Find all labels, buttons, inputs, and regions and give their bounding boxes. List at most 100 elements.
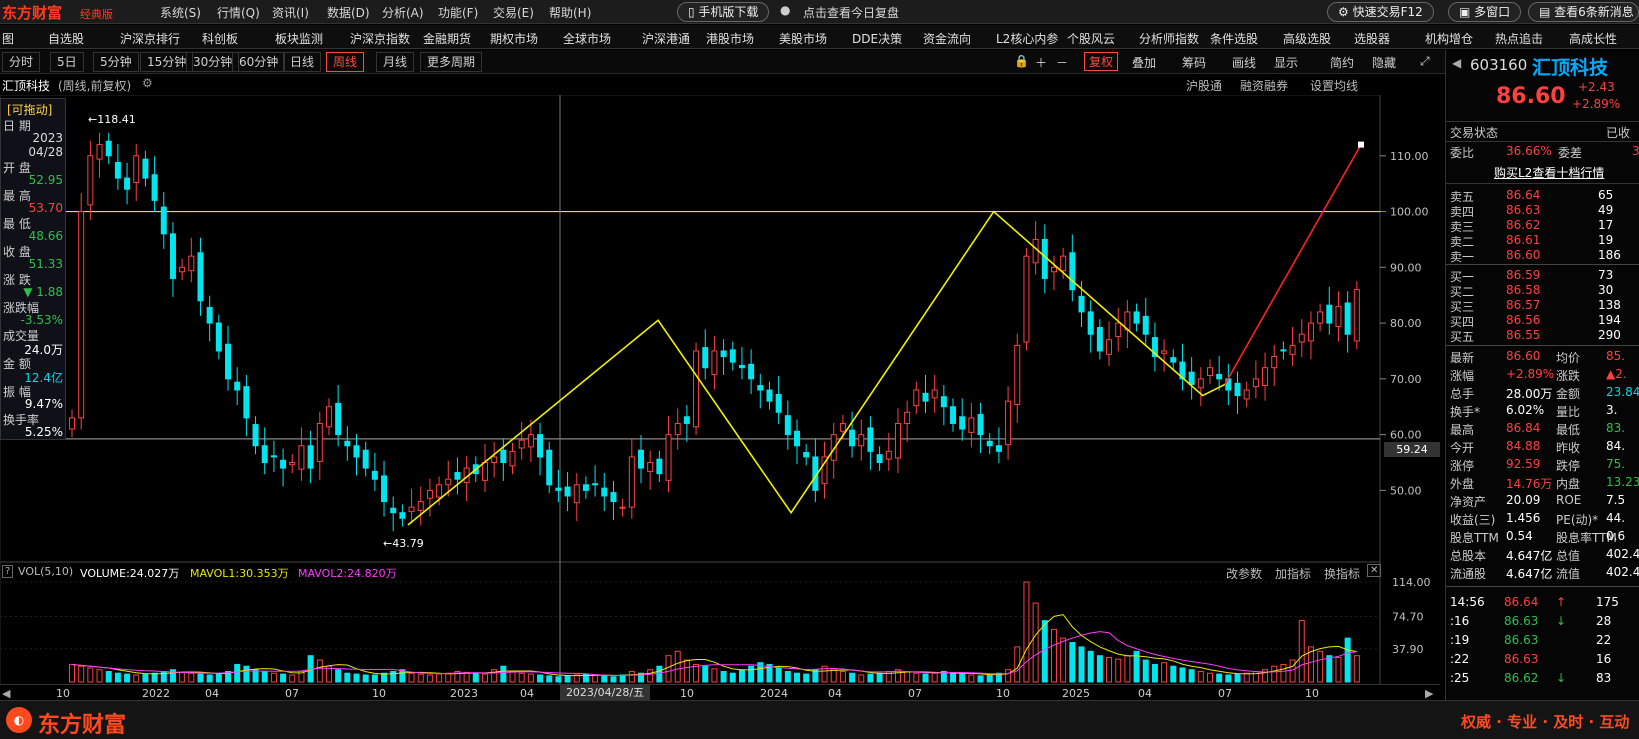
nav-item-8[interactable]: 全球市场 [563,32,612,46]
period-tab-5[interactable]: 60分钟 [232,52,286,72]
nav-item-1[interactable]: 自选股 [48,32,85,46]
bids-vol-4: 290 [1598,328,1621,342]
help-icon[interactable]: ? [2,565,14,578]
asks-price-4[interactable]: 86.60 [1506,248,1541,262]
today-review-link[interactable]: 点击查看今日复盘 [803,6,900,20]
prev-stock-icon[interactable]: ◀ [1452,56,1462,70]
switch-indicator-link[interactable]: 换指标 [1324,567,1361,581]
bids-price-0[interactable]: 86.59 [1506,268,1541,282]
zoom-in-icon[interactable]: ＋ [1035,56,1048,70]
nav-item-2[interactable]: 沪深京排行 [120,32,181,46]
time-axis[interactable]: ◀ ▶ 10 2022 04 07 10 2023 04 10 2024 04 07 10 2025 04… [0,684,1440,700]
menu-item-3[interactable]: 数据(D) [327,6,370,20]
data-value-9: 5.25% [24,425,63,439]
nav-item-7[interactable]: 期权市场 [490,32,539,46]
nav-item-10[interactable]: 港股市场 [706,32,755,46]
zoom-out-icon[interactable]: － [1056,56,1069,70]
menu-item-4[interactable]: 分析(A) [382,6,424,20]
scroll-right-icon[interactable]: ▶ [1425,687,1434,700]
menu-item-5[interactable]: 功能(F) [438,6,479,20]
data-label-8: 振 幅 [3,385,31,399]
tool-2[interactable]: 筹码 [1182,56,1207,70]
period-tab-1[interactable]: 5日 [50,52,84,72]
margin-link[interactable]: 融资融券 [1240,79,1289,93]
asks-price-0[interactable]: 86.64 [1506,188,1541,202]
add-indicator-link[interactable]: 加指标 [1275,567,1312,581]
volume-bar [179,671,186,683]
period-tab-4[interactable]: 30分钟 [186,52,240,72]
asks-price-2[interactable]: 86.62 [1506,218,1541,232]
nav-item-18[interactable]: 高级选股 [1283,32,1332,46]
volume-bar [1060,637,1067,683]
stat-l1-1: 涨幅 [1450,369,1475,383]
candle-body [573,484,580,504]
scroll-left-icon[interactable]: ◀ [2,687,11,700]
candle-body [647,462,654,472]
bar-data-panel[interactable]: [可拖动] 日 期 2023 04/28 开 盘 52.95 最 高 53.70 最 低… [0,98,66,440]
bids-price-3[interactable]: 86.56 [1506,313,1541,327]
kline-chart[interactable]: 50.00 60.00 70.00 80.00 90.00 100.00 110.00 37.… [0,95,1445,685]
nav-item-22[interactable]: 高成长性 [1569,32,1618,46]
nav-item-12[interactable]: DDE决策 [852,32,903,46]
nav-item-5[interactable]: 沪深京指数 [350,32,411,46]
hk-connect-link[interactable]: 沪股通 [1186,79,1223,93]
fullscreen-icon[interactable]: ⤢ [1420,54,1430,68]
nav-item-19[interactable]: 选股器 [1354,32,1391,46]
nav-item-11[interactable]: 美股市场 [779,32,828,46]
volume-bar [610,676,617,683]
news-label: 查看6条新消息 [1554,5,1634,19]
period-tab-8[interactable]: 月线 [376,52,415,72]
tool-0[interactable]: 复权 [1084,52,1119,71]
bids-price-2[interactable]: 86.57 [1506,298,1541,312]
menu-item-1[interactable]: 行情(Q) [217,6,260,20]
bids-price-4[interactable]: 86.55 [1506,328,1541,342]
ma-settings-link[interactable]: 设置均线 [1310,79,1359,93]
volume-bar [757,662,764,683]
edit-params-link[interactable]: 改参数 [1226,567,1263,581]
nav-item-14[interactable]: L2核心内参 [996,32,1059,46]
period-tab-6[interactable]: 日线 [283,52,322,72]
news-button[interactable]: ▤ 查看6条新消息 [1528,2,1639,22]
quick-trade-button[interactable]: ⚙ 快速交易F12 [1327,2,1434,22]
period-tab-9[interactable]: 更多周期 [420,52,483,72]
candle-body [114,161,121,179]
tool-5[interactable]: 简约 [1330,56,1355,70]
menu-item-0[interactable]: 系统(S) [160,6,201,20]
close-indicator-icon[interactable]: ✕ [1367,564,1382,577]
buy-l2-link[interactable]: 购买L2查看十档行情 [1494,166,1605,180]
nav-item-3[interactable]: 科创板 [202,32,239,46]
nav-item-21[interactable]: 热点追击 [1495,32,1544,46]
period-tab-2[interactable]: 5分钟 [93,52,139,72]
lock-icon[interactable]: 🔒 [1014,54,1029,68]
bids-price-1[interactable]: 86.58 [1506,283,1541,297]
multi-window-button[interactable]: ▣ 多窗口 [1448,2,1522,22]
menu-item-7[interactable]: 帮助(H) [549,6,592,20]
tool-3[interactable]: 画线 [1232,56,1257,70]
high-price-label: ←118.41 [88,113,136,126]
period-tab-3[interactable]: 15分钟 [140,52,194,72]
mobile-download-button[interactable]: ▯ 手机版下载 [677,2,770,22]
period-tab-0[interactable]: 分时 [2,52,41,72]
tool-4[interactable]: 显示 [1274,56,1299,70]
nav-item-13[interactable]: 资金流向 [923,32,972,46]
menu-item-2[interactable]: 资讯(I) [272,6,309,20]
data-label-5: 涨跌幅 [3,301,40,315]
nav-item-9[interactable]: 沪深港通 [642,32,691,46]
menu-item-6[interactable]: 交易(E) [493,6,534,20]
volume-bar [628,670,635,683]
nav-item-4[interactable]: 板块监测 [275,32,324,46]
asks-price-3[interactable]: 86.61 [1506,233,1541,247]
tool-1[interactable]: 叠加 [1132,56,1157,70]
nav-item-16[interactable]: 分析师指数 [1139,32,1200,46]
nav-item-15[interactable]: 个股风云 [1067,32,1116,46]
nav-item-20[interactable]: 机构增仓 [1425,32,1474,46]
stat-v2-3: 3. [1606,403,1618,417]
nav-item-0[interactable]: 图 [2,32,15,46]
period-tab-7[interactable]: 周线 [326,52,365,72]
nav-item-6[interactable]: 金融期货 [423,32,472,46]
volume-bar [381,672,388,683]
nav-item-17[interactable]: 条件选股 [1210,32,1259,46]
tool-6[interactable]: 隐藏 [1372,56,1397,70]
asks-price-1[interactable]: 86.63 [1506,203,1541,217]
chart-settings-icon[interactable]: ⚙ [142,76,153,90]
